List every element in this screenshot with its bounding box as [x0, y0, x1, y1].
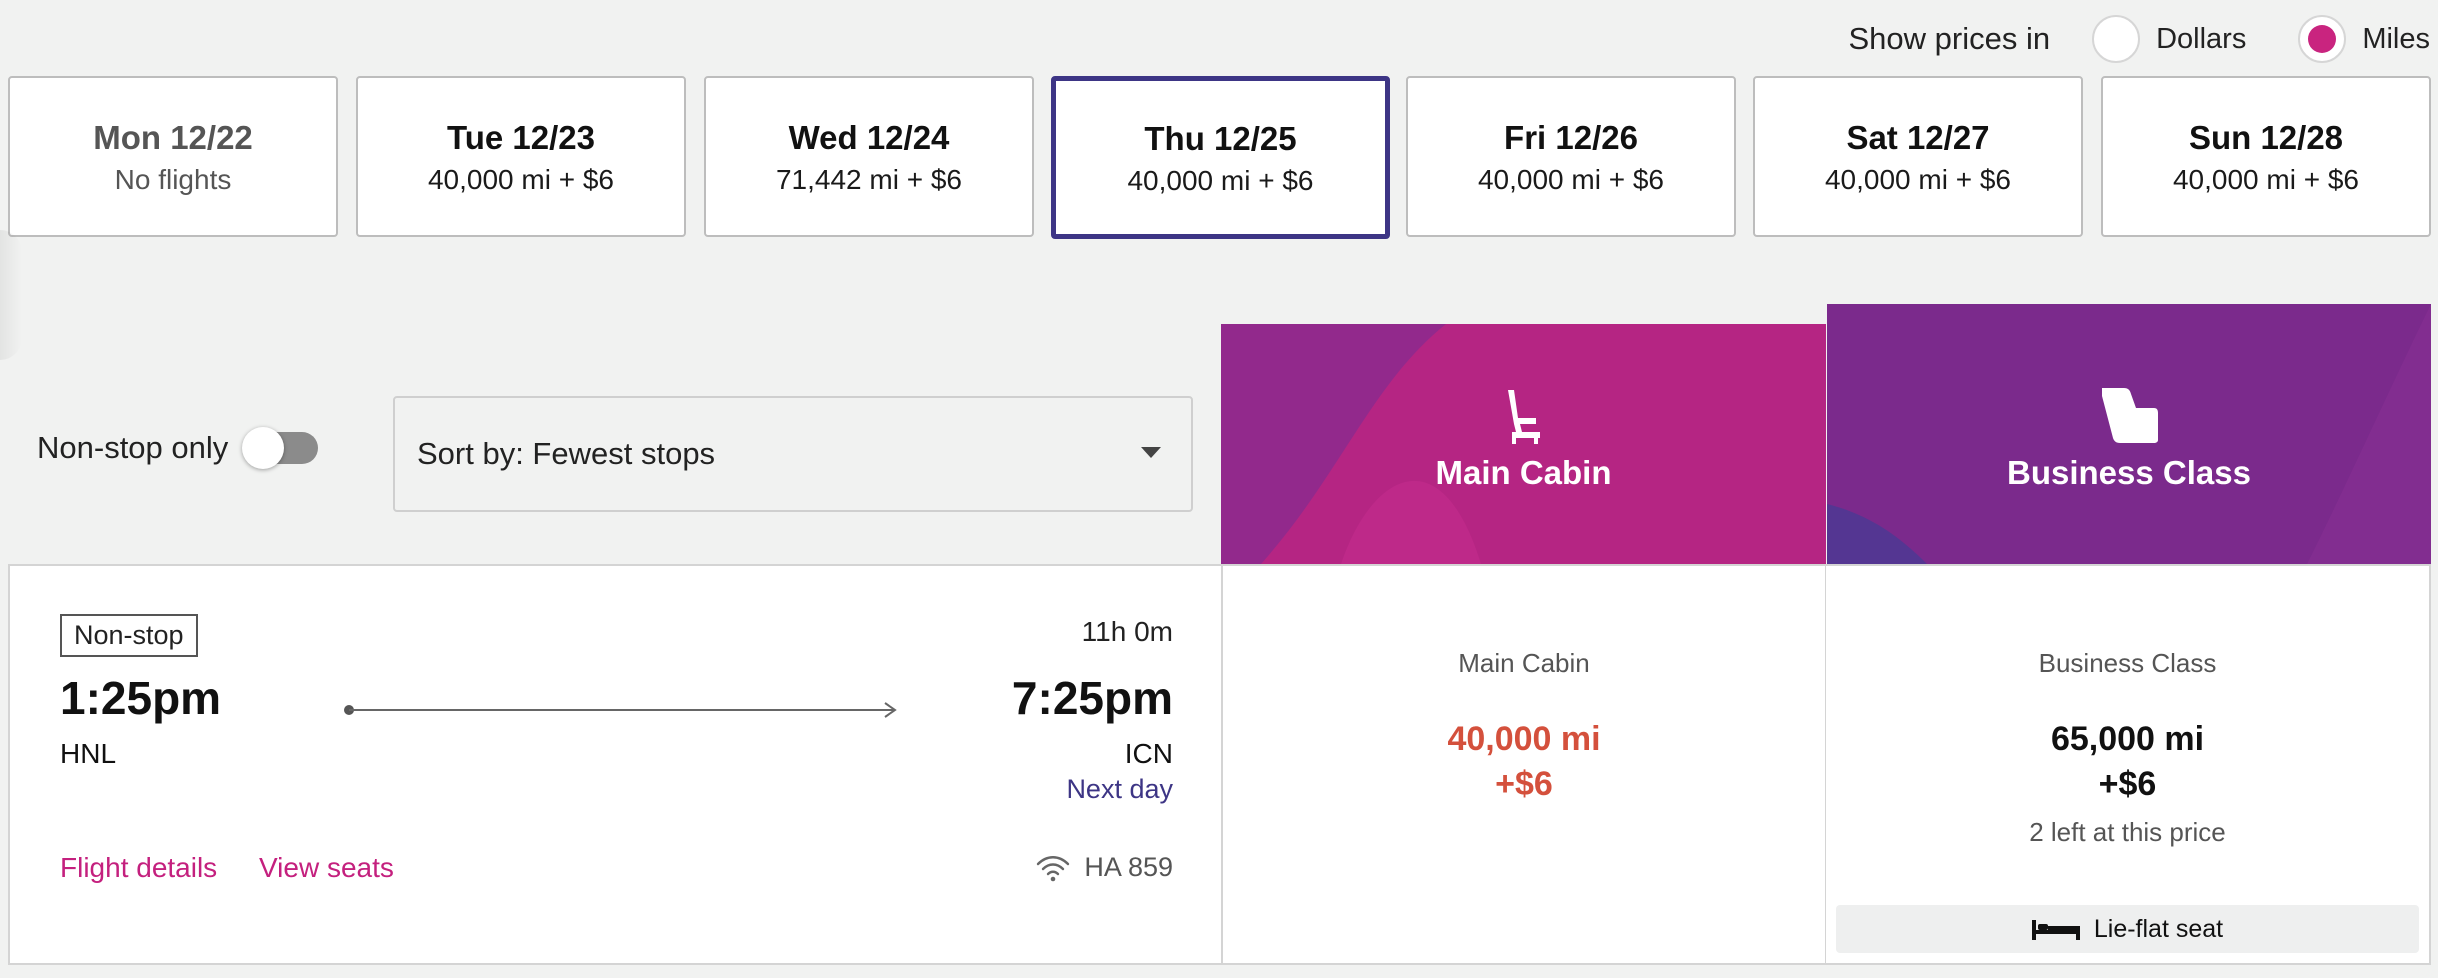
fare-cabin-label: Business Class [2038, 648, 2217, 678]
radio-miles-indicator[interactable] [2298, 15, 2347, 63]
departure-time: 1:25pm [60, 672, 222, 724]
flight-duration: 11h 0m [1081, 616, 1173, 647]
flight-number-text: HA 859 [1084, 852, 1173, 882]
sort-dropdown[interactable]: Sort by: Fewest stops [393, 396, 1193, 512]
arrival-airport: ICN [1124, 738, 1173, 769]
date-tab-mon[interactable]: Mon 12/22 No flights [8, 76, 338, 237]
date-tab-day: Mon 12/22 [93, 118, 253, 156]
seat-icon [1507, 390, 1540, 444]
flight-details-link[interactable]: Flight details [60, 852, 218, 883]
date-tab-fri[interactable]: Fri 12/26 40,000 mi + $6 [1406, 76, 1736, 237]
main-cabin-header: Main Cabin [1221, 324, 1826, 564]
date-tab-wed[interactable]: Wed 12/24 71,442 mi + $6 [704, 76, 1034, 237]
price-display-label: Show prices in [1848, 21, 2051, 56]
dollars-radio[interactable]: Dollars [2092, 15, 2296, 63]
business-class-header: Business Class [1827, 304, 2431, 564]
business-class-fare[interactable]: Business Class 65,000 mi +$6 2 left at t… [1826, 564, 2431, 965]
dollars-label: Dollars [2156, 22, 2247, 55]
miles-radio[interactable]: Miles [2298, 15, 2436, 63]
radio-dollars-indicator[interactable] [2092, 15, 2141, 63]
lie-flat-seat-badge: Lie-flat seat [1836, 905, 2419, 953]
next-day-indicator: Next day [1066, 774, 1173, 804]
header-decoration [1827, 304, 2431, 564]
business-class-title: Business Class [2007, 454, 2251, 491]
lie-flat-label: Lie-flat seat [2093, 914, 2224, 943]
flight-number: HA 859 [1036, 852, 1173, 883]
price-display-toggle: Show prices in Dollars Miles [1848, 14, 2438, 64]
route-arrow [344, 702, 897, 718]
arrival-time: 7:25pm [1011, 672, 1173, 724]
page-edge-shadow [0, 230, 22, 360]
fare-fee: +$6 [1495, 765, 1553, 803]
date-tab-price: 40,000 mi + $6 [1127, 164, 1314, 196]
chevron-down-icon[interactable] [1141, 447, 1161, 458]
date-tab-day: Tue 12/23 [447, 118, 595, 156]
date-tab-thu[interactable]: Thu 12/25 40,000 mi + $6 [1051, 76, 1390, 239]
date-tab-price: 40,000 mi + $6 [2172, 163, 2360, 195]
business-seat-icon [2102, 388, 2158, 443]
date-tab-price: No flights [114, 163, 232, 195]
wifi-icon [1037, 855, 1070, 881]
fare-miles: 40,000 mi [1447, 720, 1601, 758]
date-tab-day: Thu 12/25 [1144, 119, 1297, 157]
fare-fee: +$6 [2098, 765, 2157, 803]
date-tab-day: Wed 12/24 [788, 118, 950, 156]
fare-miles: 65,000 mi [2050, 720, 2205, 758]
main-cabin-title: Main Cabin [1435, 454, 1612, 491]
flight-result-card: Non-stop 11h 0m 1:25pm 7:25pm HNL ICN Ne… [8, 564, 1221, 965]
seats-left-notice: 2 left at this price [2029, 817, 2226, 847]
date-tab-day: Sun 12/28 [2188, 118, 2344, 156]
date-tab-price: 71,442 mi + $6 [775, 163, 963, 195]
toggle-knob[interactable] [242, 427, 285, 469]
date-tab-price: 40,000 mi + $6 [1477, 163, 1665, 195]
date-tab-day: Fri 12/26 [1504, 118, 1638, 156]
lie-flat-bed-icon [2031, 920, 2080, 940]
sort-selected-value: Sort by: Fewest stops [417, 436, 716, 471]
fare-cabin-label: Main Cabin [1458, 648, 1590, 678]
nonstop-badge: Non-stop [60, 614, 198, 657]
date-tab-sun[interactable]: Sun 12/28 40,000 mi + $6 [2101, 76, 2431, 237]
nonstop-toggle[interactable] [242, 427, 319, 469]
date-tab-day: Sat 12/27 [1846, 118, 1990, 156]
nonstop-label: Non-stop only [37, 430, 229, 465]
departure-airport: HNL [60, 738, 117, 769]
date-tab-sat[interactable]: Sat 12/27 40,000 mi + $6 [1753, 76, 2083, 237]
view-seats-link[interactable]: View seats [259, 852, 394, 883]
date-tab-price: 40,000 mi + $6 [427, 163, 615, 195]
header-decoration [1221, 324, 1481, 564]
nonstop-filter: Non-stop only [37, 427, 319, 469]
main-cabin-fare[interactable]: Main Cabin 40,000 mi +$6 [1221, 564, 1827, 965]
miles-label: Miles [2362, 22, 2430, 55]
date-tab-price: 40,000 mi + $6 [1824, 163, 2012, 195]
date-tab-tue[interactable]: Tue 12/23 40,000 mi + $6 [356, 76, 686, 237]
